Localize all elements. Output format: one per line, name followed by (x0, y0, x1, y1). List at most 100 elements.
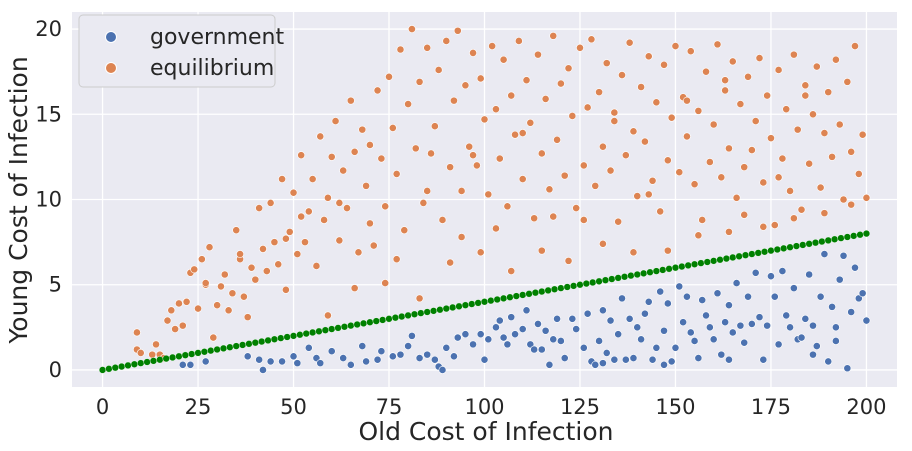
reference-line-point (270, 335, 279, 343)
reference-line-point (372, 317, 380, 325)
point-government (797, 333, 806, 342)
point-government (702, 311, 710, 320)
point-equilibrium (274, 260, 283, 269)
point-equilibrium (232, 226, 241, 235)
point-equilibrium (663, 246, 672, 255)
reference-line-point (404, 311, 412, 320)
point-government (786, 323, 794, 332)
point-government (259, 366, 267, 374)
reference-line-point (767, 247, 775, 255)
point-government (679, 318, 688, 327)
point-equilibrium (759, 222, 768, 231)
point-equilibrium (450, 96, 458, 105)
point-equilibrium (255, 204, 264, 212)
point-equilibrium (599, 239, 607, 248)
point-equilibrium (316, 132, 325, 141)
point-government (495, 316, 504, 325)
point-government (453, 333, 462, 342)
reference-line-point (309, 328, 317, 337)
reference-line-point (168, 353, 177, 362)
point-equilibrium (595, 88, 603, 97)
point-government (656, 287, 665, 296)
reference-line-point (710, 257, 718, 265)
reference-line-point (213, 345, 221, 354)
point-equilibrium (220, 270, 229, 279)
point-government (770, 292, 779, 301)
point-government (629, 354, 638, 362)
y-tick-label: 20 (35, 17, 62, 41)
reference-line-point (379, 316, 387, 324)
point-government (476, 330, 485, 339)
point-equilibrium (522, 76, 531, 85)
point-government (660, 360, 668, 369)
point-government (751, 268, 760, 277)
point-equilibrium (167, 306, 176, 315)
point-government (858, 289, 867, 298)
reference-line-point (130, 360, 138, 368)
reference-line-point (277, 334, 285, 342)
point-equilibrium (709, 120, 718, 129)
point-government (648, 355, 657, 364)
reference-line-point (417, 309, 425, 317)
point-government (362, 357, 370, 366)
point-equilibrium (728, 57, 737, 66)
point-equilibrium (576, 43, 584, 52)
point-government (266, 357, 275, 366)
point-government (243, 352, 252, 361)
point-government (606, 316, 615, 325)
reference-line-point (149, 357, 158, 365)
point-equilibrium (507, 91, 516, 100)
point-equilibrium (247, 263, 256, 272)
point-government (541, 326, 550, 335)
point-government (530, 345, 539, 354)
point-equilibrium (419, 199, 428, 207)
point-government (327, 347, 336, 356)
point-equilibrium (702, 67, 710, 76)
point-equilibrium (835, 120, 844, 129)
point-equilibrium (831, 55, 840, 64)
point-equilibrium (847, 200, 856, 209)
reference-line-point (499, 294, 508, 302)
point-equilibrium (472, 161, 481, 170)
point-equilibrium (862, 193, 871, 202)
point-equilibrium (610, 117, 619, 125)
point-equilibrium (488, 42, 497, 50)
point-government (835, 275, 844, 284)
reference-line-point (340, 323, 349, 331)
reference-line-point (474, 299, 482, 307)
reference-line-point (671, 264, 680, 272)
point-equilibrium (637, 83, 645, 91)
reference-line-point (818, 237, 826, 246)
point-equilibrium (289, 188, 298, 197)
point-government (480, 355, 489, 364)
point-equilibrium (599, 142, 607, 151)
reference-line-point (716, 256, 724, 264)
point-government (373, 355, 382, 364)
point-equilibrium (767, 134, 775, 143)
point-equilibrium (438, 216, 447, 224)
point-equilibrium (270, 238, 279, 247)
point-equilibrium (507, 267, 516, 275)
point-equilibrium (423, 187, 432, 195)
point-equilibrium (476, 74, 485, 83)
point-equilibrium (858, 130, 867, 139)
y-axis-label: Young Cost of Infection (4, 56, 33, 344)
point-equilibrium (163, 316, 172, 325)
point-government (602, 349, 611, 357)
point-government (560, 354, 569, 362)
point-equilibrium (278, 175, 286, 183)
reference-line-point (245, 340, 253, 348)
point-equilibrium (518, 175, 527, 183)
reference-line-point (105, 365, 113, 373)
reference-line-point (620, 273, 629, 281)
point-government (178, 360, 187, 369)
reference-line-point (506, 293, 514, 301)
point-equilibrium (366, 219, 374, 228)
point-government (851, 263, 859, 272)
point-equilibrium (610, 108, 619, 117)
point-equilibrium (656, 207, 665, 216)
point-government (289, 352, 298, 361)
legend: government equilibrium (78, 14, 284, 88)
point-equilibrium (851, 42, 859, 50)
point-government (549, 335, 558, 344)
